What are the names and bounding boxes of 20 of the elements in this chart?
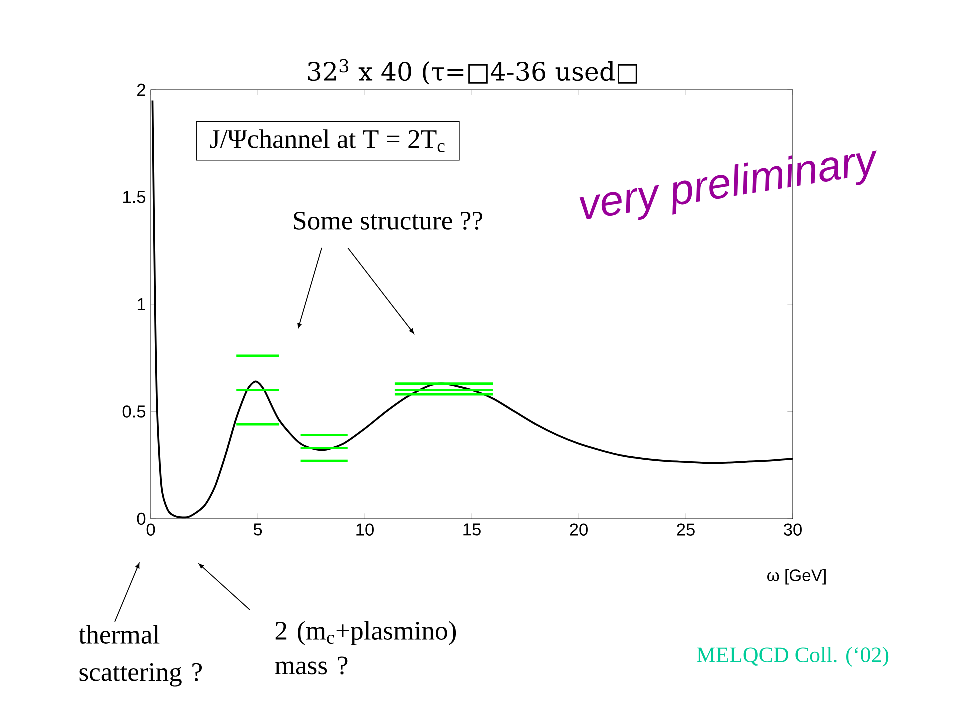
y-tick-label: 2 bbox=[138, 84, 146, 96]
x-tick-label: 30 bbox=[784, 524, 802, 536]
chart-title: 32$^{3}$ x 40 (τ=□4-36 used□ bbox=[308, 59, 638, 85]
x-axis-title: ω [GeV] bbox=[768, 569, 826, 585]
x-tick-label: 15 bbox=[464, 524, 481, 536]
annotation: very preliminary bbox=[580, 150, 877, 220]
y-tick-label: 1.5 bbox=[124, 191, 146, 204]
x-tick-label: 0 bbox=[146, 524, 156, 536]
y-tick-label: 0 bbox=[137, 512, 146, 526]
text: 2 (m$_{c}$+plasmino) mass ? bbox=[275, 621, 456, 675]
y-tick-label: 0.5 bbox=[122, 406, 146, 418]
text: thermal scattering ? bbox=[78, 625, 202, 687]
y-tick-label: 1 bbox=[138, 298, 146, 310]
x-tick-label: 5 bbox=[254, 524, 262, 536]
annotation: J/Ψchannel at T = 2T$_{c}$ bbox=[210, 130, 445, 152]
x-tick-label: 25 bbox=[677, 524, 695, 536]
x-tick-label: 10 bbox=[356, 524, 374, 536]
x-tick-label: 20 bbox=[570, 524, 588, 536]
annotation: Some structure ?? bbox=[294, 212, 482, 230]
text: MELQCD Coll. (‘02) bbox=[697, 647, 889, 667]
